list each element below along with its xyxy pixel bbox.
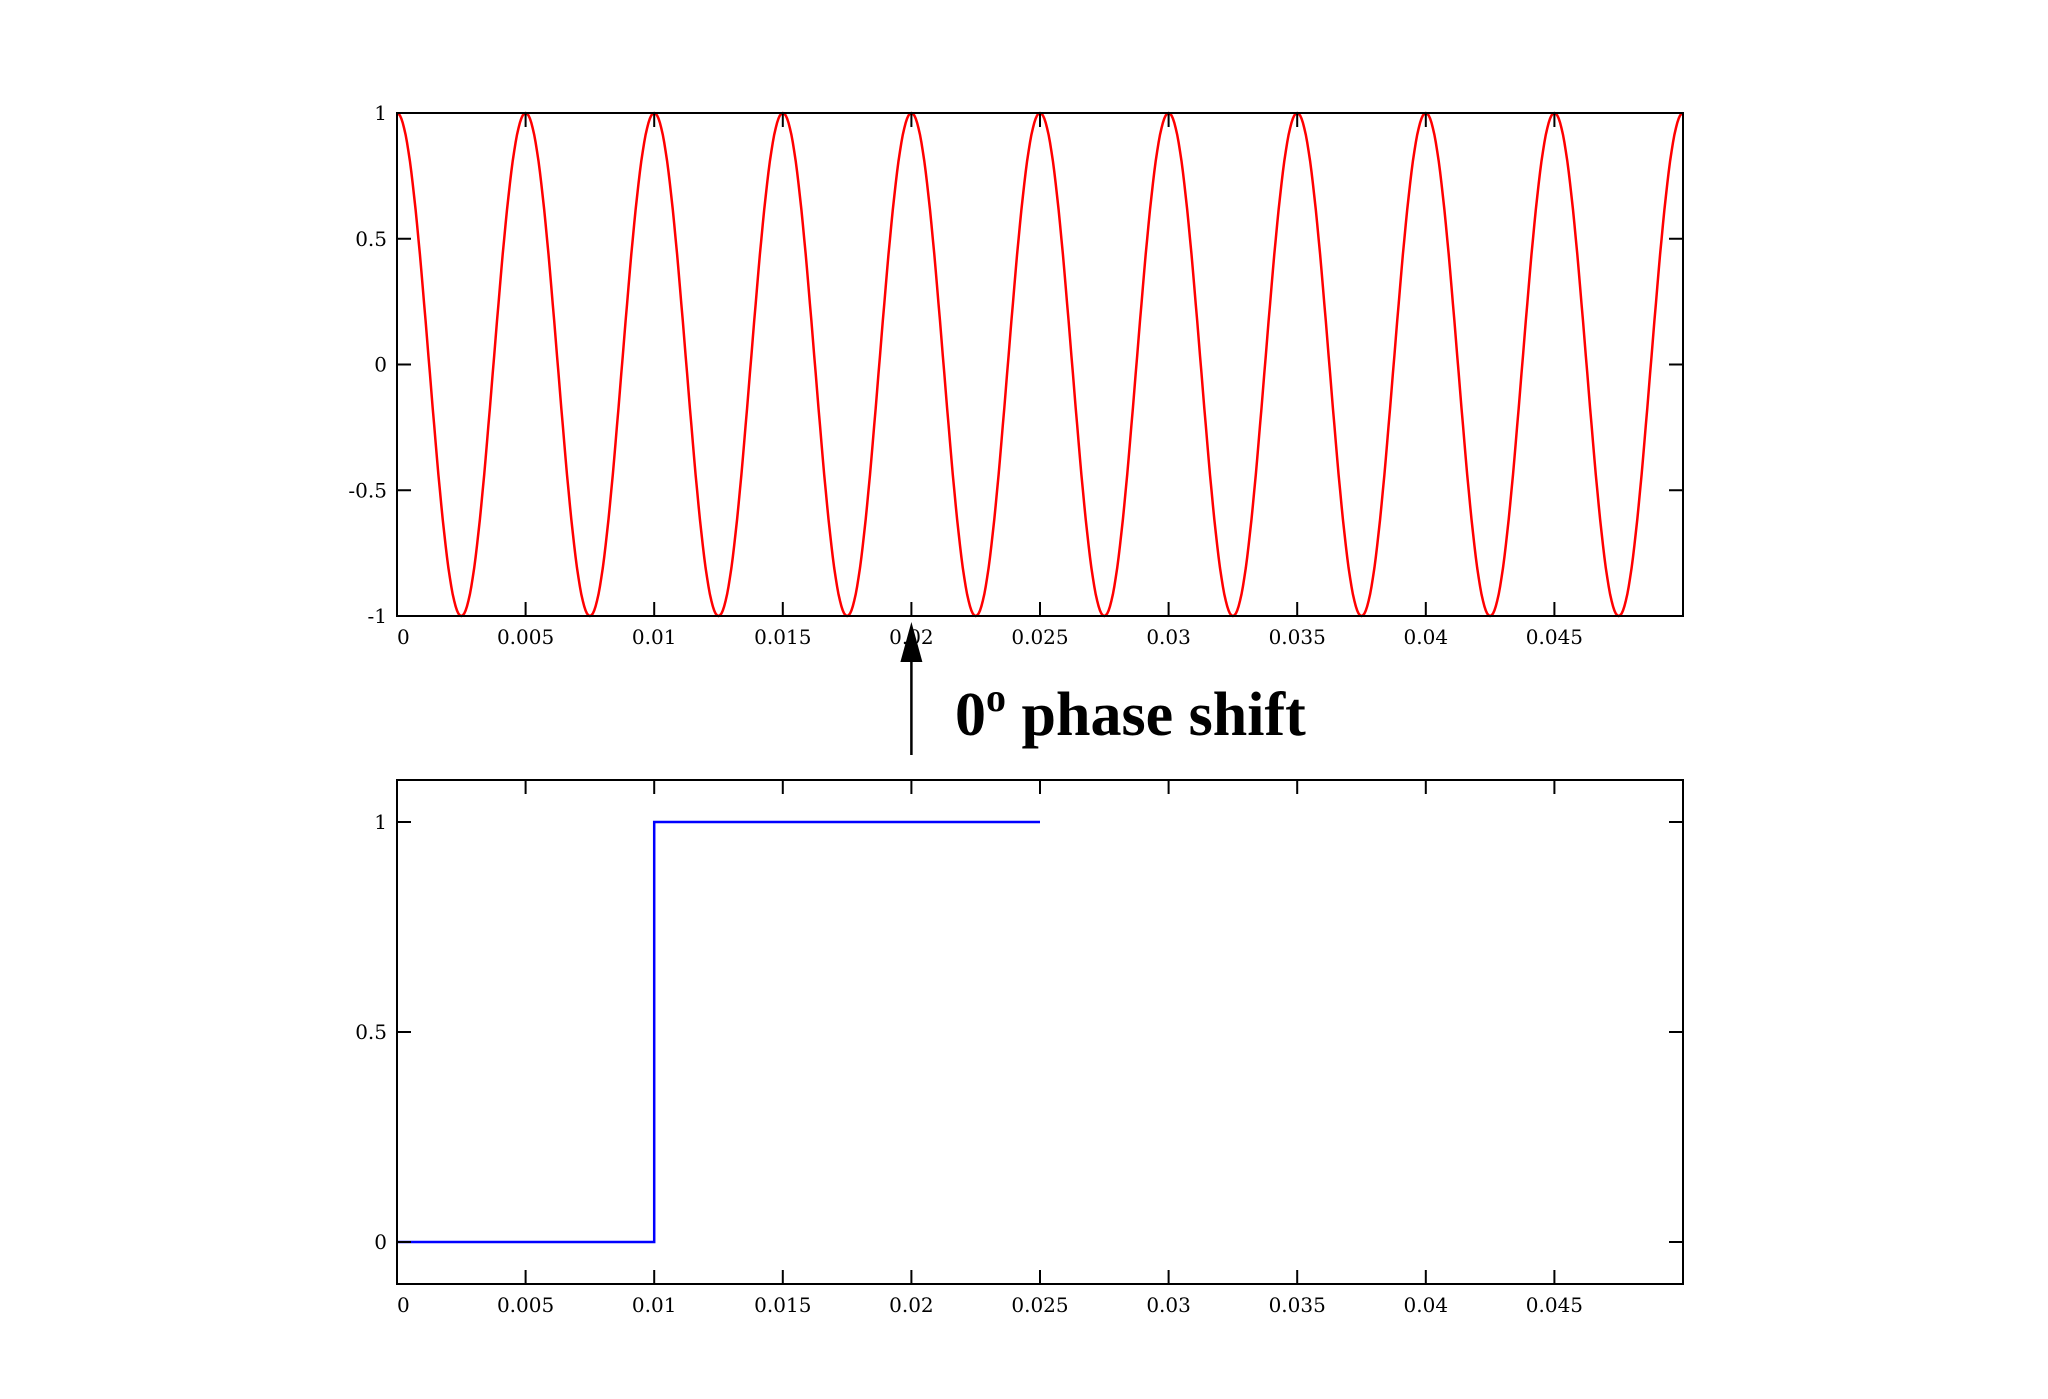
bottom-y-tick-labels: 00.51 <box>355 810 387 1254</box>
x-tick-label: 0.025 <box>1011 1293 1068 1317</box>
x-tick-label: 0.035 <box>1269 1293 1326 1317</box>
x-tick-label: 0 <box>397 625 410 649</box>
x-tick-label: 0.01 <box>632 1293 677 1317</box>
y-tick-label: 0.5 <box>355 227 387 251</box>
x-tick-label: 0.035 <box>1269 625 1326 649</box>
x-tick-label: 0.03 <box>1146 625 1191 649</box>
top-x-tick-labels: 00.0050.010.0150.020.0250.030.0350.040.0… <box>397 625 1583 649</box>
y-tick-label: 0.5 <box>355 1020 387 1044</box>
y-tick-label: 0 <box>374 1230 387 1254</box>
x-tick-label: 0.045 <box>1526 625 1583 649</box>
series-line <box>397 820 1040 1244</box>
y-tick-label: 0 <box>374 353 387 377</box>
annotation-value: 0 <box>955 681 986 749</box>
y-tick-label: 1 <box>374 101 387 125</box>
annotation-text: phase shift <box>1006 681 1306 749</box>
x-tick-label: 0.025 <box>1011 625 1068 649</box>
y-tick-label: 1 <box>374 810 387 834</box>
x-tick-label: 0.03 <box>1146 1293 1191 1317</box>
annotation-superscript: o <box>986 675 1006 720</box>
x-tick-label: 0 <box>397 1293 410 1317</box>
top-y-tick-labels: -1 -0.5 0 0.5 1 <box>348 101 387 628</box>
x-tick-label: 0.015 <box>754 625 811 649</box>
annotation-arrow-head <box>900 622 923 662</box>
bottom-ticks <box>397 780 1683 1284</box>
x-tick-label: 0.005 <box>497 625 554 649</box>
y-tick-label: -0.5 <box>348 478 387 502</box>
top-ticks <box>397 112 1683 617</box>
phase-shift-annotation: 0o phase shift <box>900 622 1306 755</box>
x-tick-label: 0.01 <box>632 625 677 649</box>
x-tick-label: 0.045 <box>1526 1293 1583 1317</box>
y-tick-label: -1 <box>368 604 387 628</box>
x-tick-label: 0.015 <box>754 1293 811 1317</box>
bottom-series-group <box>397 820 1040 1244</box>
x-tick-label: 0.04 <box>1404 1293 1449 1317</box>
bottom-chart: 0 0.005 0.01 0.015 0.02 0.025 0.03 0.035 0.04 0.0… <box>355 779 1684 1317</box>
x-tick-label: 0.04 <box>1404 625 1449 649</box>
bottom-x-tick-labels: 0 0.005 0.01 0.015 0.02 0.025 0.03 0.035 0.04 0.0… <box>397 1293 1583 1317</box>
x-tick-label: 0.02 <box>889 1293 934 1317</box>
x-tick-label: 0.005 <box>497 1293 554 1317</box>
top-chart: 00.0050.010.0150.020.0250.030.0350.040.0… <box>348 101 1684 649</box>
annotation-label: 0o phase shift <box>955 675 1306 749</box>
